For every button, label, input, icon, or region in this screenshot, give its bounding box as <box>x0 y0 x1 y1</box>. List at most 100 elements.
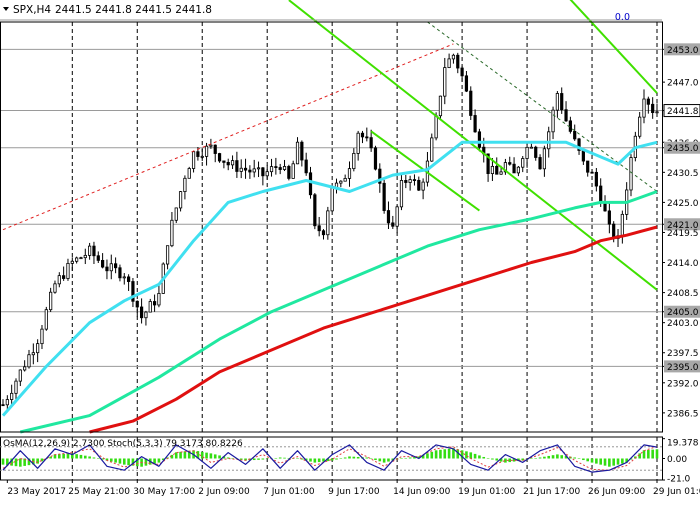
osma-bar <box>40 458 44 462</box>
candle-body <box>70 260 74 264</box>
osma-bar <box>257 458 260 460</box>
candle-body <box>529 146 533 149</box>
candle-body <box>174 207 178 221</box>
candle-body <box>620 213 624 237</box>
osma-bar <box>460 450 464 459</box>
osma-bar <box>517 458 520 462</box>
osma-bar <box>369 458 373 459</box>
x-tick-label: 21 Jun 17:00 <box>523 487 580 497</box>
osma-bar <box>582 458 585 461</box>
osma-bar <box>252 458 256 461</box>
candle-body <box>114 263 118 269</box>
candle-body <box>434 115 438 139</box>
symbol-dropdown-icon[interactable] <box>3 7 9 11</box>
osma-bar <box>265 458 269 460</box>
osma-bar <box>421 454 425 459</box>
osma-bar <box>187 450 191 459</box>
osma-bar <box>469 452 473 459</box>
candle-body <box>651 103 655 113</box>
candle-body <box>1 404 5 407</box>
candle-body <box>101 259 105 268</box>
x-tick-label: 23 May 2017 <box>7 487 66 497</box>
osma-bar <box>417 456 421 459</box>
candle-body <box>599 185 603 204</box>
osma-bar <box>322 458 325 462</box>
price-marker <box>664 218 700 231</box>
osma-bar <box>92 457 96 459</box>
osma-bar <box>642 450 646 459</box>
candle-body <box>36 343 40 354</box>
candle-body <box>300 141 304 161</box>
osma-bar <box>239 458 243 460</box>
candle-body <box>460 67 464 77</box>
candle-body <box>555 93 559 111</box>
y-tick-label: 2414.0 <box>667 259 699 269</box>
osma-bar <box>226 457 230 459</box>
candle-body <box>79 257 83 260</box>
candle-body <box>538 157 542 170</box>
candle-body <box>512 163 516 174</box>
candle-body <box>304 159 308 174</box>
indicator-lines <box>1 0 658 434</box>
osma-bar <box>512 458 516 462</box>
x-tick-label: 14 Jun 09:00 <box>393 487 450 497</box>
osma-bar <box>595 458 598 464</box>
osma-bar <box>326 458 330 462</box>
osma-bar <box>486 458 490 459</box>
candle-body <box>560 93 564 111</box>
osma-bar <box>504 458 507 463</box>
y-tick-label: 2386.5 <box>667 409 699 419</box>
candle-body <box>534 146 538 158</box>
osma-bar <box>413 456 416 459</box>
candle-body <box>469 90 473 116</box>
osma-bar <box>408 457 412 459</box>
candle-body <box>187 168 191 179</box>
candle-body <box>577 138 581 151</box>
candle-body <box>144 311 148 319</box>
candle-body <box>217 153 222 162</box>
candle-body <box>421 181 425 191</box>
candle-body <box>18 369 22 382</box>
symbol-label: SPX,H4 <box>13 4 51 16</box>
y-tick-label: 2392.0 <box>667 379 699 389</box>
candle-body <box>75 257 79 262</box>
price-marker <box>664 43 700 56</box>
candle-body <box>256 167 261 170</box>
osma-bar <box>49 456 52 459</box>
candle-body <box>165 245 170 265</box>
osma-bar <box>356 456 360 459</box>
ema-mid-line <box>19 190 658 434</box>
candle-body <box>265 171 269 177</box>
candle-body <box>594 171 598 187</box>
osma-bar <box>161 458 165 461</box>
candle-body <box>183 177 187 193</box>
y-tick-label: 2441.8 <box>667 107 699 117</box>
candlesticks <box>1 52 659 410</box>
osma-bar <box>456 449 460 459</box>
candle-body <box>603 202 607 212</box>
osma-bar <box>144 458 148 466</box>
osma-bar <box>551 455 555 459</box>
osma-bar <box>590 458 594 463</box>
osma-bar <box>58 454 61 459</box>
osma-bar <box>114 458 117 463</box>
osma-bar <box>387 458 390 462</box>
candle-body <box>516 166 521 174</box>
osma-bar <box>382 458 386 463</box>
candle-body <box>226 161 230 166</box>
candle-body <box>564 109 568 122</box>
osma-bar <box>174 452 178 459</box>
y-tick-label: 2405.0 <box>667 308 699 318</box>
osma-bar <box>96 458 100 459</box>
candle-body <box>473 115 477 133</box>
osma-bar <box>1 458 5 465</box>
chart-header: SPX,H4 2441.5 2441.8 2441.5 2441.8 0.0 <box>3 4 630 23</box>
osma-bar <box>434 450 438 459</box>
osma-bar <box>27 458 31 466</box>
osma-bar <box>616 458 620 465</box>
candle-body <box>287 166 291 179</box>
candle-body <box>430 137 434 162</box>
candle-body <box>278 167 282 170</box>
candle-body <box>638 116 642 137</box>
